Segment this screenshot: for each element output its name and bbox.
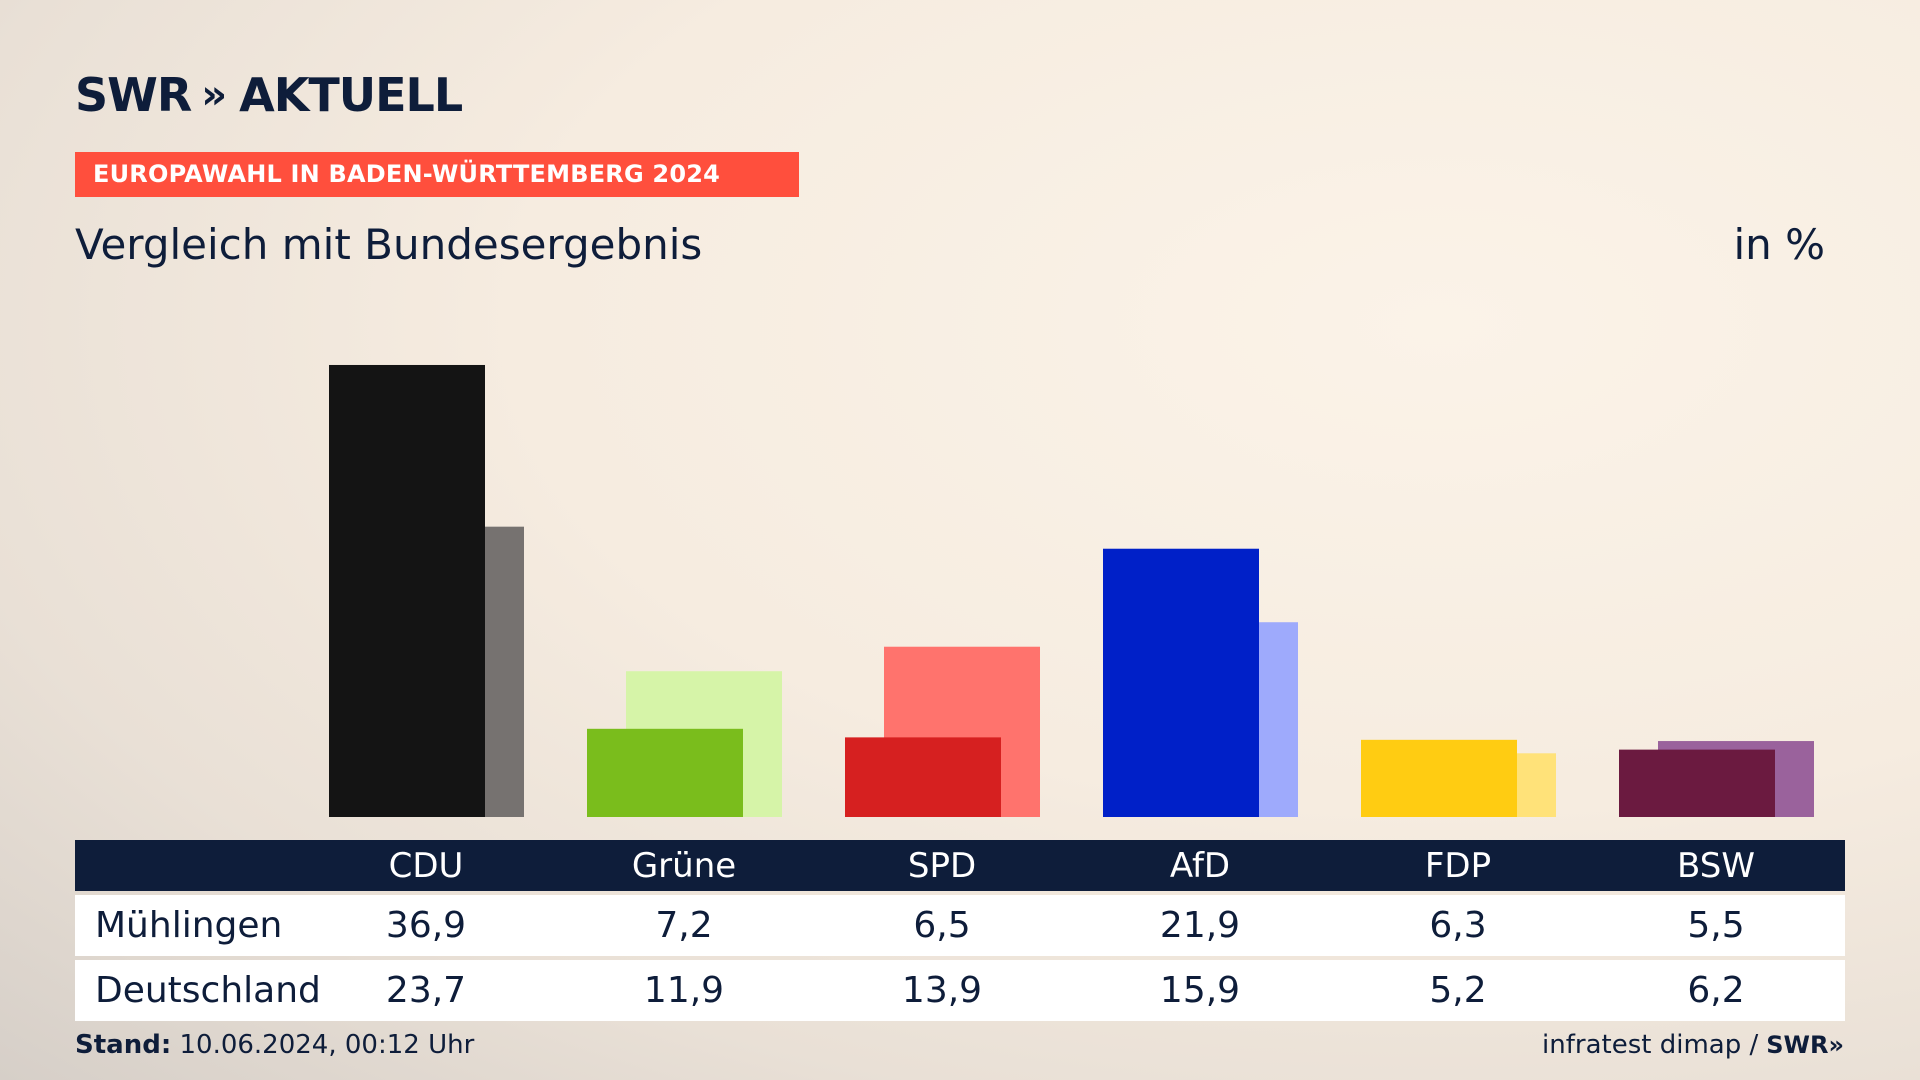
source-text: infratest dimap /	[1542, 1030, 1759, 1060]
bar-chart	[329, 364, 1814, 817]
table-cell-cdu: 23,7	[385, 970, 467, 1011]
table-header: CDU Grüne SPD AfD FDP BSW	[75, 840, 1845, 891]
bar-muehlingen-cdu	[329, 364, 485, 817]
timestamp: Stand: 10.06.2024, 00:12 Uhr	[75, 1030, 474, 1060]
source: infratest dimap / SWR»	[1542, 1030, 1844, 1060]
bar-muehlingen-fdp	[1361, 739, 1517, 817]
election-banner: EUROPAWAHL IN BADEN-WÜRTTEMBERG 2024	[75, 152, 799, 197]
table-cell-grüne: 11,9	[643, 970, 725, 1011]
stand-value: 10.06.2024, 00:12 Uhr	[179, 1030, 475, 1060]
table-cell-bsw: 6,2	[1687, 970, 1745, 1011]
table-row: Deutschland 23,7 11,9 13,9 15,9 5,2 6,2	[75, 960, 1845, 1021]
column-header-spd: SPD	[907, 845, 977, 886]
bar-muehlingen-afd	[1103, 548, 1259, 817]
table-cell-grüne: 7,2	[655, 905, 713, 946]
stand-label: Stand:	[75, 1030, 172, 1060]
logo-aktuell: AKTUELL	[239, 68, 463, 122]
swr-aktuell-logo: SWR» AKTUELL	[75, 68, 463, 122]
column-header-cdu: CDU	[388, 845, 464, 886]
row-label: Deutschland	[95, 970, 321, 1011]
column-header-bsw: BSW	[1677, 845, 1755, 886]
logo-swr: SWR	[75, 68, 192, 122]
bar-muehlingen-bsw	[1619, 749, 1775, 817]
table-cell-afd: 21,9	[1159, 905, 1241, 946]
table-cell-spd: 13,9	[901, 970, 983, 1011]
column-header-grüne: Grüne	[631, 845, 737, 886]
bar-muehlingen-spd	[845, 737, 1001, 817]
table-cell-cdu: 36,9	[385, 905, 467, 946]
column-header-afd: AfD	[1169, 845, 1231, 886]
results-table: CDU Grüne SPD AfD FDP BSW Mühlingen 36,9 7,2 6,…	[75, 840, 1845, 1021]
row-label: Mühlingen	[95, 905, 283, 946]
table-cell-fdp: 5,2	[1429, 970, 1487, 1011]
table-cell-fdp: 6,3	[1429, 905, 1487, 946]
table-row: Mühlingen 36,9 7,2 6,5 21,9 6,3 5,5	[75, 895, 1845, 956]
chart-subtitle: Vergleich mit Bundesergebnis	[75, 220, 703, 269]
table-cell-spd: 6,5	[913, 905, 971, 946]
unit-label: in %	[1733, 220, 1825, 269]
column-header-fdp: FDP	[1424, 845, 1492, 886]
swr-mini-logo: SWR»	[1766, 1031, 1844, 1059]
table-cell-bsw: 5,5	[1687, 905, 1745, 946]
bar-muehlingen-grüne	[587, 728, 743, 817]
table-cell-afd: 15,9	[1159, 970, 1241, 1011]
